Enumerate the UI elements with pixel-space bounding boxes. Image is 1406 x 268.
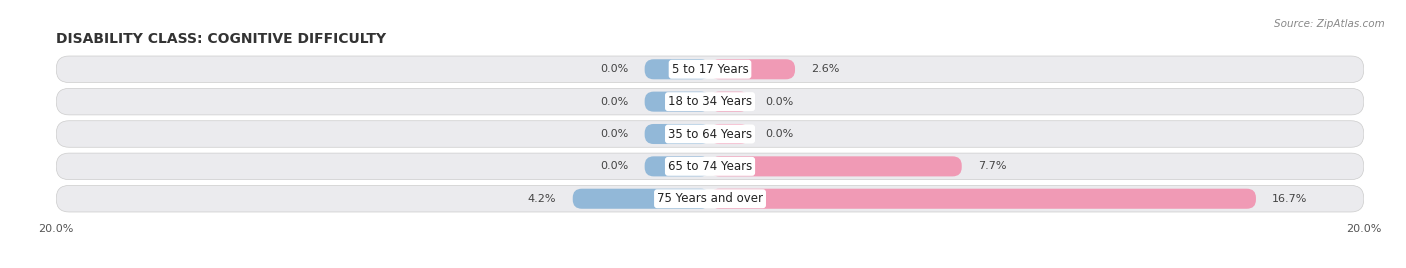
Text: 0.0%: 0.0%	[600, 97, 628, 107]
FancyBboxPatch shape	[710, 124, 749, 144]
FancyBboxPatch shape	[56, 88, 1364, 115]
Text: Source: ZipAtlas.com: Source: ZipAtlas.com	[1274, 19, 1385, 29]
Legend: Male, Female: Male, Female	[651, 263, 769, 268]
Text: 4.2%: 4.2%	[527, 194, 557, 204]
FancyBboxPatch shape	[644, 156, 710, 176]
FancyBboxPatch shape	[572, 189, 710, 209]
FancyBboxPatch shape	[710, 156, 962, 176]
FancyBboxPatch shape	[56, 185, 1364, 212]
Text: 7.7%: 7.7%	[979, 161, 1007, 171]
Text: 2.6%: 2.6%	[811, 64, 839, 74]
Text: 18 to 34 Years: 18 to 34 Years	[668, 95, 752, 108]
FancyBboxPatch shape	[710, 92, 749, 112]
FancyBboxPatch shape	[56, 153, 1364, 180]
FancyBboxPatch shape	[644, 92, 710, 112]
Text: 65 to 74 Years: 65 to 74 Years	[668, 160, 752, 173]
FancyBboxPatch shape	[644, 59, 710, 79]
Text: 5 to 17 Years: 5 to 17 Years	[672, 63, 748, 76]
Text: 0.0%: 0.0%	[600, 129, 628, 139]
Text: 16.7%: 16.7%	[1272, 194, 1308, 204]
Text: 35 to 64 Years: 35 to 64 Years	[668, 128, 752, 140]
FancyBboxPatch shape	[56, 121, 1364, 147]
Text: 75 Years and over: 75 Years and over	[657, 192, 763, 205]
FancyBboxPatch shape	[56, 56, 1364, 83]
FancyBboxPatch shape	[644, 124, 710, 144]
Text: 0.0%: 0.0%	[600, 64, 628, 74]
FancyBboxPatch shape	[710, 189, 1256, 209]
FancyBboxPatch shape	[710, 59, 794, 79]
Text: DISABILITY CLASS: COGNITIVE DIFFICULTY: DISABILITY CLASS: COGNITIVE DIFFICULTY	[56, 32, 387, 46]
Text: 0.0%: 0.0%	[766, 129, 794, 139]
Text: 0.0%: 0.0%	[766, 97, 794, 107]
Text: 0.0%: 0.0%	[600, 161, 628, 171]
